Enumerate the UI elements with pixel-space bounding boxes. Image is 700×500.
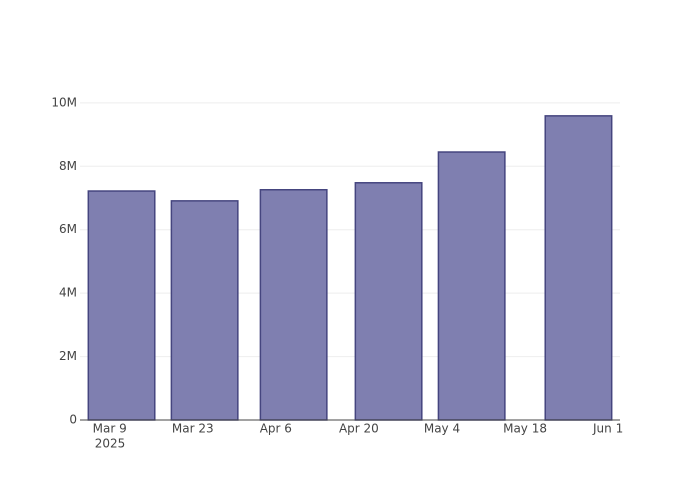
- x-tick-label: Jun 1: [592, 422, 623, 436]
- y-tick-label: 2M: [59, 349, 77, 363]
- y-tick-label: 8M: [59, 159, 77, 173]
- bar: [87, 190, 156, 421]
- bar: [354, 182, 423, 421]
- y-tick-label: 6M: [59, 222, 77, 236]
- y-tick-label: 0: [69, 413, 77, 427]
- x-tick-label: Mar 9: [93, 422, 127, 436]
- bar: [544, 115, 613, 421]
- x-tick-label: Apr 6: [260, 422, 292, 436]
- x-tick-label: Mar 23: [172, 422, 214, 436]
- x-tick-label: May 4: [424, 422, 460, 436]
- x-tick-label: May 18: [503, 422, 547, 436]
- y-tick-label: 10M: [51, 95, 77, 109]
- bar: [170, 200, 239, 421]
- y-tick-label: 4M: [59, 286, 77, 300]
- x-tick-label: Apr 20: [339, 422, 379, 436]
- bar: [259, 189, 328, 421]
- bar: [437, 151, 506, 421]
- x-tick-year: 2025: [95, 437, 126, 451]
